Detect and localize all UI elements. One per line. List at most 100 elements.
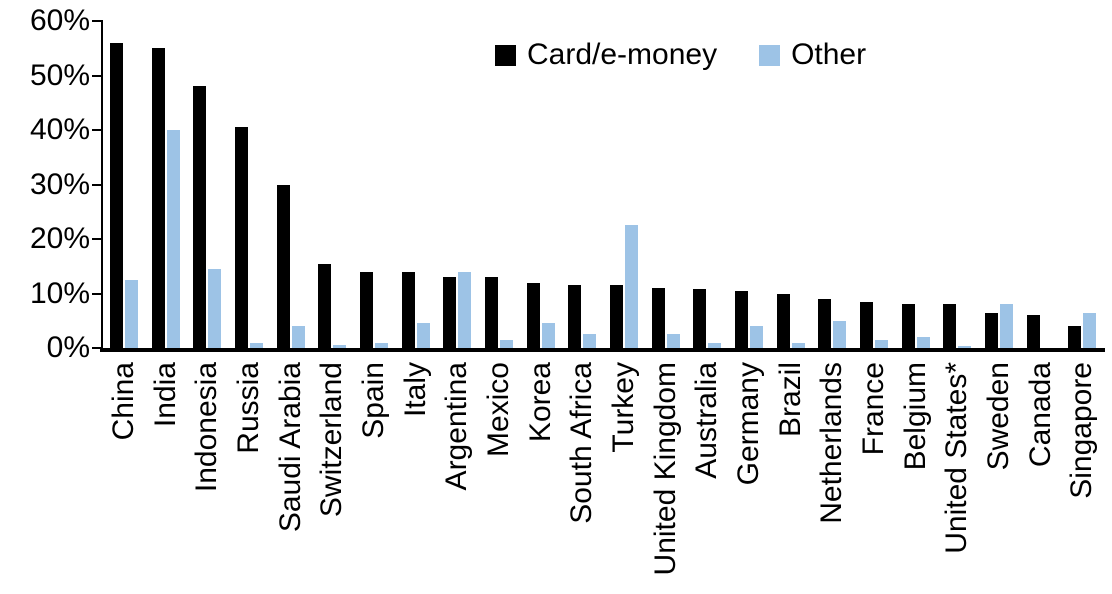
x-axis-label-cell: United Kingdom	[645, 362, 687, 592]
bar-card-e-money	[234, 127, 248, 348]
x-axis-label-cell: Singapore	[1061, 362, 1103, 592]
x-axis-tick-label: China	[106, 362, 140, 441]
y-axis-tick-label: 40%	[29, 113, 90, 146]
bar-group	[353, 21, 395, 348]
x-axis-label-cell: Saudi Arabia	[270, 362, 312, 592]
bar-card-e-money	[193, 86, 207, 348]
y-axis-tick	[92, 292, 102, 295]
x-axis-label-cell: South Africa	[561, 362, 603, 592]
x-axis-label-cell: Australia	[686, 362, 728, 592]
bar-group	[145, 21, 187, 348]
x-axis-label-cell: India	[145, 362, 187, 592]
bar-other	[833, 320, 847, 348]
x-axis-tick-label: Canada	[1023, 362, 1057, 468]
bar-card-e-money	[859, 301, 873, 348]
bar-group	[936, 21, 978, 348]
x-axis-label-cell: Sweden	[978, 362, 1020, 592]
bar-group	[436, 21, 478, 348]
bar-other	[666, 334, 680, 348]
x-axis-tick-label: Argentina	[440, 362, 474, 491]
bar-group	[520, 21, 562, 348]
bar-other	[999, 304, 1013, 348]
x-axis-label-cell: Indonesia	[186, 362, 228, 592]
bar-other	[249, 342, 263, 348]
bar-card-e-money	[609, 285, 623, 348]
x-axis-label-cell: Argentina	[436, 362, 478, 592]
y-axis-tick	[92, 129, 102, 131]
x-axis-label-cell: Germany	[728, 362, 770, 592]
x-axis-tick-label: Korea	[523, 362, 557, 443]
bar-card-e-money	[484, 277, 498, 348]
x-axis-label-cell: Belgium	[895, 362, 937, 592]
y-axis-tick-label: 0%	[46, 331, 90, 364]
bar-group	[645, 21, 687, 348]
bar-card-e-money	[318, 263, 332, 348]
bar-group	[686, 21, 728, 348]
y-axis-tick-label: 30%	[29, 167, 90, 201]
x-axis-tick-label: India	[148, 362, 182, 428]
bar-card-e-money	[359, 271, 373, 348]
x-axis-label-cell: Russia	[228, 362, 270, 592]
x-axis-tick-label: Italy	[398, 362, 432, 418]
legend-swatch	[759, 44, 781, 66]
x-axis-label-cell: Korea	[520, 362, 562, 592]
x-axis-tick-label: Australia	[690, 362, 724, 479]
bar-group	[853, 21, 895, 348]
y-axis-tick	[92, 347, 102, 349]
bar-group	[1020, 21, 1062, 348]
y-axis-line	[101, 20, 103, 350]
bar-group	[228, 21, 270, 348]
x-axis-tick-label: United Kingdom	[648, 362, 682, 576]
bar-other	[541, 323, 555, 348]
y-axis-tick	[92, 238, 102, 240]
x-axis-tick-label: Netherlands	[815, 362, 849, 524]
bar-group	[561, 21, 603, 348]
x-axis-tick-label: Switzerland	[315, 362, 349, 518]
x-axis-tick-label: Singapore	[1065, 362, 1099, 499]
bar-card-e-money	[109, 42, 123, 348]
bar-other	[708, 342, 722, 348]
x-axis-tick-label: Mexico	[481, 362, 515, 458]
legend-item: Card/e-money	[495, 38, 717, 72]
x-axis-tick-label: Saudi Arabia	[273, 362, 307, 533]
x-axis-label-cell: Canada	[1020, 362, 1062, 592]
bar-other	[624, 225, 638, 348]
bar-other	[958, 346, 972, 348]
bar-other	[416, 323, 430, 348]
x-axis-tick-label: United States*	[940, 362, 974, 554]
bar-other	[1083, 312, 1097, 348]
plot-area	[103, 21, 1103, 348]
bar-card-e-money	[901, 304, 915, 348]
legend-swatch	[495, 44, 516, 66]
bar-group	[1061, 21, 1103, 348]
x-axis-label-cell: Brazil	[770, 362, 812, 592]
y-axis-tick-label: 50%	[29, 58, 90, 92]
bar-other	[208, 268, 222, 348]
x-axis-tick-label: Indonesia	[190, 362, 224, 493]
chart-legend: Card/e-money Other	[495, 38, 866, 72]
bar-card-e-money	[693, 289, 707, 348]
bar-other	[374, 342, 388, 348]
bar-other	[458, 271, 472, 348]
y-axis-tick	[92, 183, 102, 186]
x-axis-tick-label: Belgium	[898, 362, 932, 471]
x-axis-labels: China India Indonesia Russia Saudi Arabia Swi…	[103, 362, 1103, 592]
bar-card-e-money	[401, 271, 415, 348]
legend-label: Card/e-money	[527, 38, 718, 71]
bar-group	[728, 21, 770, 348]
bar-other	[291, 326, 305, 348]
bar-card-e-money	[568, 285, 582, 348]
bar-card-e-money	[734, 290, 748, 348]
bar-card-e-money	[276, 184, 290, 348]
bar-other	[124, 279, 138, 348]
x-axis-label-cell: France	[853, 362, 895, 592]
x-axis-label-cell: Spain	[353, 362, 395, 592]
x-axis-label-cell: Netherlands	[811, 362, 853, 592]
x-axis-label-cell: Turkey	[603, 362, 645, 592]
y-axis-tick	[92, 20, 102, 22]
legend-label: Other	[791, 38, 867, 71]
bar-group	[311, 21, 353, 348]
bar-card-e-money	[651, 288, 665, 348]
y-axis-tick-label: 60%	[29, 4, 90, 37]
x-axis-label-cell: China	[103, 362, 145, 592]
